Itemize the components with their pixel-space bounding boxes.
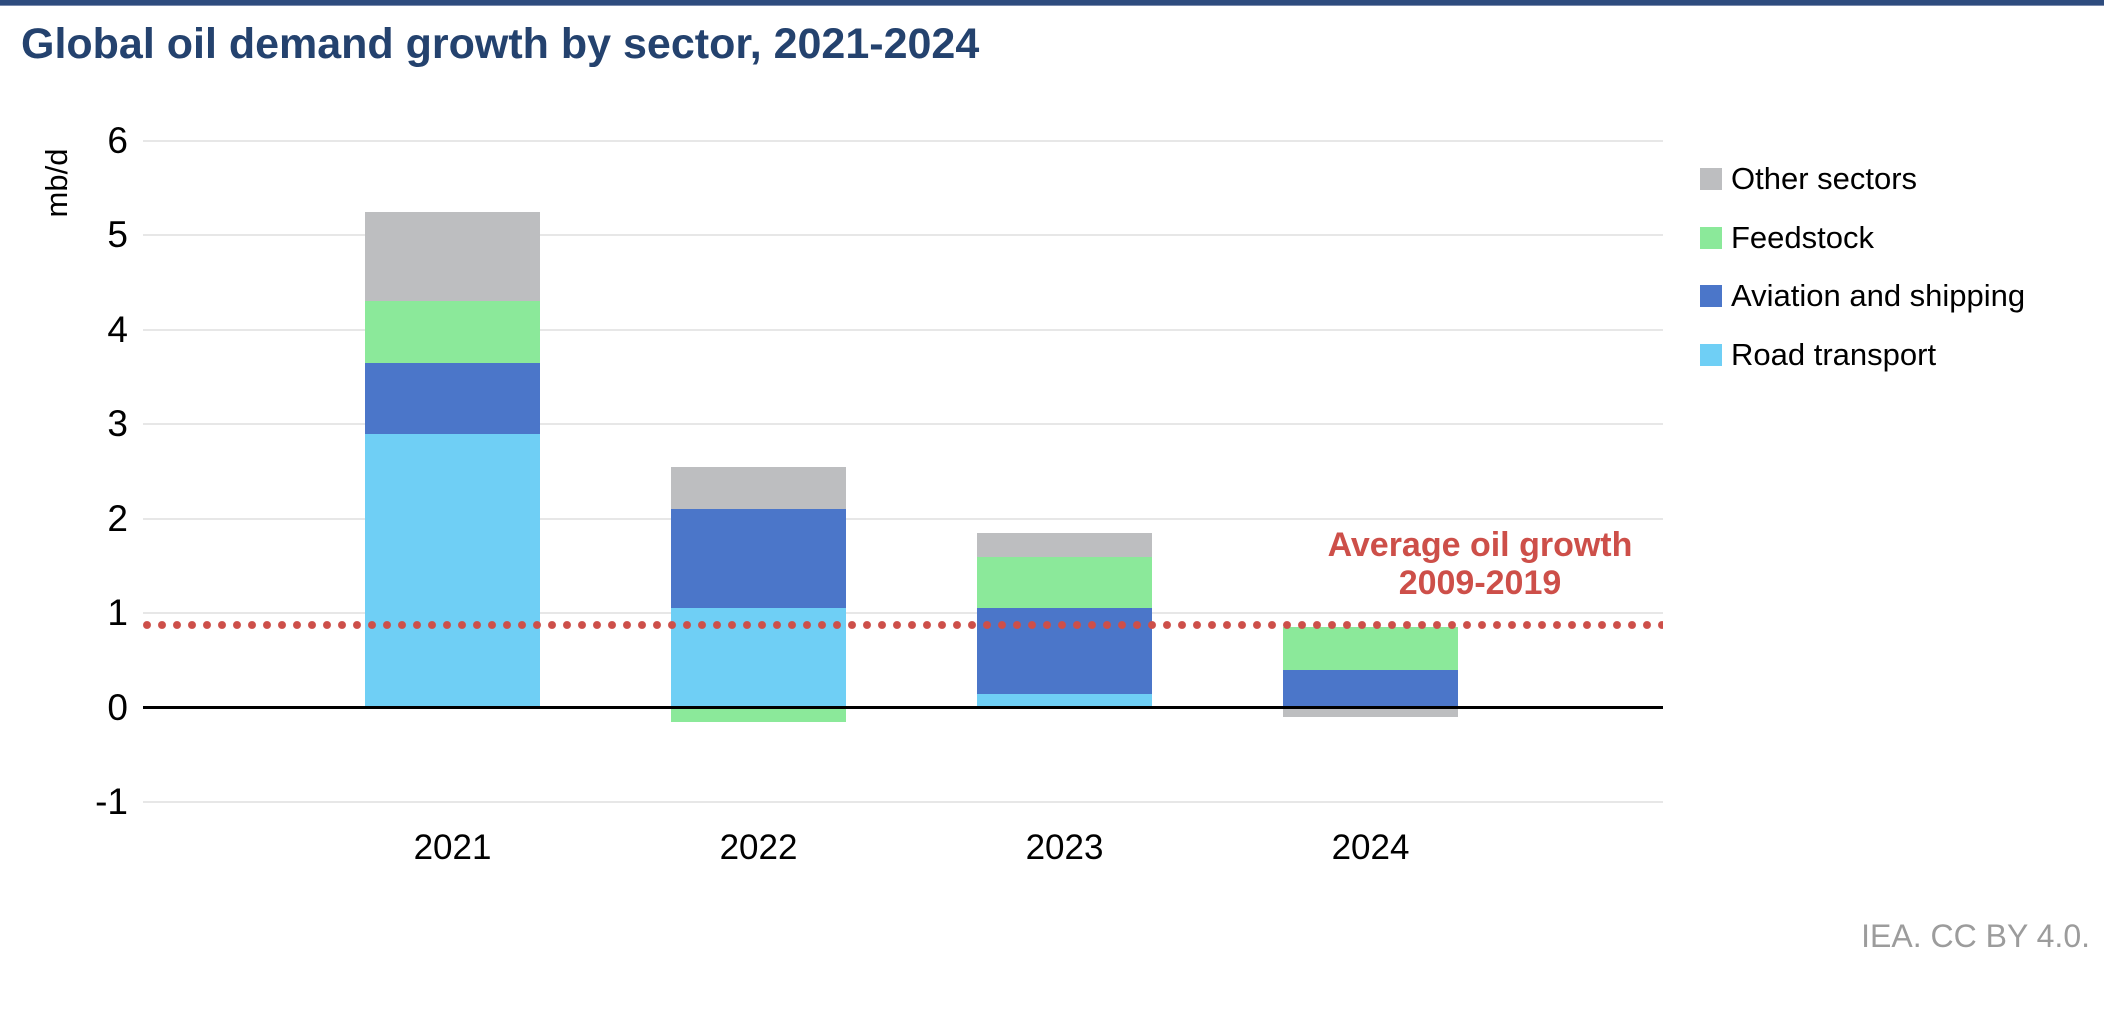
bar-2024-segment-aviation-and-shipping bbox=[1283, 669, 1458, 708]
reference-line-annotation: Average oil growth 2009-2019 bbox=[1300, 526, 1660, 602]
bar-2023-segment-other-sectors bbox=[977, 532, 1152, 557]
legend-label-feedstock: Feedstock bbox=[1731, 219, 1875, 255]
bar-2021-segment-feedstock bbox=[365, 301, 540, 363]
legend-item-other-sectors: Other sectors bbox=[1700, 161, 1918, 196]
bar-2024-segment-feedstock bbox=[1283, 627, 1458, 670]
gridline-y-5 bbox=[143, 234, 1663, 237]
x-tick-label-2021: 2021 bbox=[413, 828, 492, 867]
bar-2021-segment-other-sectors bbox=[365, 211, 540, 302]
legend-swatch-aviation-and-shipping bbox=[1700, 285, 1722, 307]
bar-2022-segment-aviation-and-shipping bbox=[671, 509, 846, 609]
gridline-y-3 bbox=[143, 423, 1663, 426]
chart-title: Global oil demand growth by sector, 2021… bbox=[21, 20, 980, 68]
x-tick-label-2023: 2023 bbox=[1025, 828, 1104, 867]
legend-swatch-feedstock bbox=[1700, 226, 1722, 249]
bar-2021-segment-road-transport bbox=[365, 433, 540, 708]
bar-2023-segment-road-transport bbox=[977, 693, 1152, 708]
bar-2021-segment-aviation-and-shipping bbox=[365, 362, 540, 434]
gridline-y-1 bbox=[143, 612, 1663, 615]
x-tick-label-2022: 2022 bbox=[719, 828, 798, 867]
y-tick-label-6: 6 bbox=[107, 119, 128, 161]
y-tick-label--1: -1 bbox=[95, 781, 128, 823]
legend-item-feedstock: Feedstock bbox=[1700, 219, 1875, 255]
bar-2024-segment-other-sectors bbox=[1283, 707, 1458, 718]
bar-2022-segment-other-sectors bbox=[671, 466, 846, 510]
y-tick-label-2: 2 bbox=[107, 497, 128, 539]
attribution-text: IEA. CC BY 4.0. bbox=[1861, 918, 2090, 954]
reference-line-annotation-line2: 2009-2019 bbox=[1398, 564, 1562, 602]
reference-dotted-line bbox=[143, 621, 1663, 630]
x-axis-zero-line bbox=[143, 706, 1663, 710]
gridline-y-6 bbox=[143, 139, 1663, 142]
gridline-y--1 bbox=[143, 801, 1663, 804]
x-tick-label-2024: 2024 bbox=[1331, 828, 1410, 867]
y-tick-label-5: 5 bbox=[107, 214, 128, 256]
legend-swatch-other-sectors bbox=[1700, 168, 1722, 190]
legend-item-road-transport: Road transport bbox=[1700, 336, 1937, 372]
y-tick-label-4: 4 bbox=[107, 308, 128, 350]
legend-item-aviation-and-shipping: Aviation and shipping bbox=[1700, 278, 2026, 313]
bar-2023-segment-feedstock bbox=[977, 556, 1152, 609]
bar-2022-segment-feedstock bbox=[671, 707, 846, 722]
reference-line-annotation-line1: Average oil growth bbox=[1327, 526, 1633, 564]
gridline-y-2 bbox=[143, 517, 1663, 520]
y-tick-label-0: 0 bbox=[107, 686, 128, 728]
legend-label-road-transport: Road transport bbox=[1731, 336, 1937, 372]
legend-label-other-sectors: Other sectors bbox=[1731, 161, 1918, 196]
y-tick-label-1: 1 bbox=[107, 592, 128, 634]
top-divider-rule bbox=[0, 0, 2104, 6]
legend-label-aviation-and-shipping: Aviation and shipping bbox=[1731, 278, 2026, 313]
legend-swatch-road-transport bbox=[1700, 343, 1722, 366]
gridline-y-4 bbox=[143, 328, 1663, 331]
y-tick-label-3: 3 bbox=[107, 403, 128, 445]
